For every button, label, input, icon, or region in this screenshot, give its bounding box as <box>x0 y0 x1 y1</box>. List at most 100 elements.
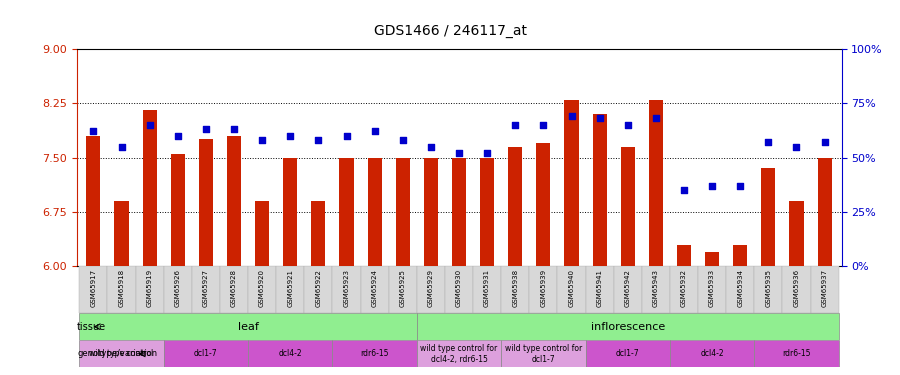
Point <box>142 122 157 128</box>
Point <box>283 133 297 139</box>
Bar <box>734 244 747 266</box>
Bar <box>508 147 522 266</box>
Bar <box>332 266 361 313</box>
Bar <box>164 340 248 368</box>
Text: dcl1-7: dcl1-7 <box>616 350 640 358</box>
Bar <box>192 266 220 313</box>
Point <box>705 183 719 189</box>
Bar <box>107 266 136 313</box>
Bar <box>705 252 719 266</box>
Bar <box>424 158 438 266</box>
Text: GSM65921: GSM65921 <box>287 269 293 307</box>
Text: dcl4-2: dcl4-2 <box>700 350 724 358</box>
Text: GSM65932: GSM65932 <box>681 269 687 307</box>
Bar <box>361 266 389 313</box>
Bar <box>592 114 607 266</box>
Text: wild type control for
dcl4-2, rdr6-15: wild type control for dcl4-2, rdr6-15 <box>420 344 498 364</box>
Text: wild type control for
dcl1-7: wild type control for dcl1-7 <box>505 344 582 364</box>
Text: GSM65924: GSM65924 <box>372 269 378 307</box>
Bar <box>480 158 494 266</box>
Bar <box>621 147 634 266</box>
Point <box>508 122 522 128</box>
Text: GSM65918: GSM65918 <box>119 269 124 307</box>
Bar <box>417 313 839 340</box>
Text: GSM65922: GSM65922 <box>315 269 321 307</box>
Point <box>536 122 551 128</box>
Text: rdr6-15: rdr6-15 <box>360 350 389 358</box>
Point <box>114 144 129 150</box>
Bar <box>677 244 691 266</box>
Bar <box>339 158 354 266</box>
Bar <box>726 266 754 313</box>
Bar <box>754 266 782 313</box>
Bar <box>452 158 466 266</box>
Bar <box>586 340 670 368</box>
Bar <box>79 313 417 340</box>
Bar <box>417 266 445 313</box>
Bar <box>761 168 776 266</box>
Bar <box>114 201 129 266</box>
Point <box>339 133 354 139</box>
Text: GSM65923: GSM65923 <box>344 269 349 307</box>
Bar <box>171 154 184 266</box>
Bar <box>473 266 501 313</box>
Bar <box>248 340 332 368</box>
Point <box>395 137 410 143</box>
Text: GSM65917: GSM65917 <box>90 269 96 307</box>
Bar <box>501 340 586 368</box>
Point <box>480 150 494 156</box>
Bar <box>564 99 579 266</box>
Text: GSM65941: GSM65941 <box>597 269 603 307</box>
Bar <box>698 266 726 313</box>
Text: GSM65935: GSM65935 <box>765 269 771 307</box>
Bar <box>782 266 811 313</box>
Bar <box>255 201 269 266</box>
Text: leaf: leaf <box>238 322 258 332</box>
Text: inflorescence: inflorescence <box>590 322 665 332</box>
Text: GSM65931: GSM65931 <box>484 269 491 307</box>
Bar <box>248 266 276 313</box>
Bar <box>501 266 529 313</box>
Bar <box>311 201 326 266</box>
Text: rdr6-15: rdr6-15 <box>782 350 811 358</box>
Text: GSM65939: GSM65939 <box>540 269 546 307</box>
Text: genotype/variation: genotype/variation <box>77 350 158 358</box>
Point <box>311 137 326 143</box>
Bar <box>276 266 304 313</box>
Point <box>424 144 438 150</box>
Bar <box>614 266 642 313</box>
Text: dcl1-7: dcl1-7 <box>194 350 218 358</box>
Point <box>817 140 832 146</box>
Bar <box>817 158 832 266</box>
Bar <box>367 158 382 266</box>
Text: wild type control: wild type control <box>89 350 154 358</box>
Point <box>677 187 691 193</box>
Bar <box>284 158 297 266</box>
Bar <box>754 340 839 368</box>
Bar <box>529 266 557 313</box>
Text: GSM65930: GSM65930 <box>456 269 462 307</box>
Bar <box>396 158 410 266</box>
Point <box>255 137 269 143</box>
Point <box>789 144 804 150</box>
Point <box>733 183 747 189</box>
Bar <box>79 340 164 368</box>
Bar <box>445 266 473 313</box>
Point <box>592 116 607 122</box>
Bar <box>79 266 107 313</box>
Point <box>367 129 382 135</box>
Bar <box>227 136 241 266</box>
Bar <box>670 340 754 368</box>
Bar <box>811 266 839 313</box>
Bar <box>586 266 614 313</box>
Bar <box>670 266 698 313</box>
Point <box>227 126 241 132</box>
Point <box>199 126 213 132</box>
Text: GSM65943: GSM65943 <box>652 269 659 307</box>
Text: GSM65933: GSM65933 <box>709 269 716 307</box>
Bar <box>164 266 192 313</box>
Text: GSM65934: GSM65934 <box>737 269 743 307</box>
Text: dcl4-2: dcl4-2 <box>278 350 302 358</box>
Point <box>761 140 776 146</box>
Bar <box>136 266 164 313</box>
